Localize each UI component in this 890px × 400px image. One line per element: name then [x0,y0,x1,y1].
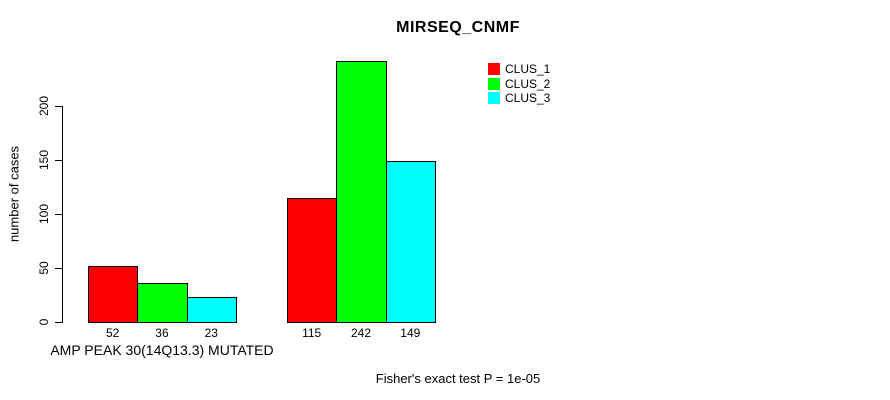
legend-label: CLUS_2 [505,76,551,91]
y-axis-tick-label: 0 [37,318,51,326]
legend-item: CLUS_1 [488,62,550,77]
legend-label: CLUS_1 [505,62,551,77]
y-axis-tick-label: 100 [37,203,51,225]
bar-value-label: 36 [155,326,169,340]
bar-value-label: 242 [350,326,371,340]
legend-swatch [488,92,500,105]
legend: CLUS_1 CLUS_2 CLUS_3 [488,62,550,106]
legend-swatch [488,63,500,76]
legend-item: CLUS_3 [488,91,550,106]
y-axis-tick-label: 50 [37,261,51,275]
bar [186,297,237,323]
category-label: AMP PEAK 30(14Q13.3) MUTATED [50,342,274,358]
bar [287,197,338,323]
y-axis-tick-label: 200 [37,95,51,117]
chart-title: MIRSEQ_CNMF [396,19,520,36]
bar-value-label: 52 [105,326,120,340]
legend-swatch [488,77,500,90]
bar [385,161,436,323]
y-axis-label: number of cases [6,145,22,243]
y-axis-tick [55,322,63,323]
bar-value-label: 115 [302,326,322,340]
bar [336,60,387,323]
y-axis-tick [55,268,63,269]
annotation-text: Fisher's exact test P = 1e-05 [375,371,541,386]
legend-label: CLUS_3 [505,91,551,106]
y-axis-tick-label: 150 [37,149,51,171]
y-axis-tick [55,214,63,215]
bar [88,265,139,323]
legend-item: CLUS_2 [488,77,550,92]
bar-value-label: 149 [400,326,421,340]
y-axis-tick [55,160,63,161]
bar [137,283,188,323]
y-axis-tick [55,106,63,107]
bar-value-label: 23 [204,326,218,340]
